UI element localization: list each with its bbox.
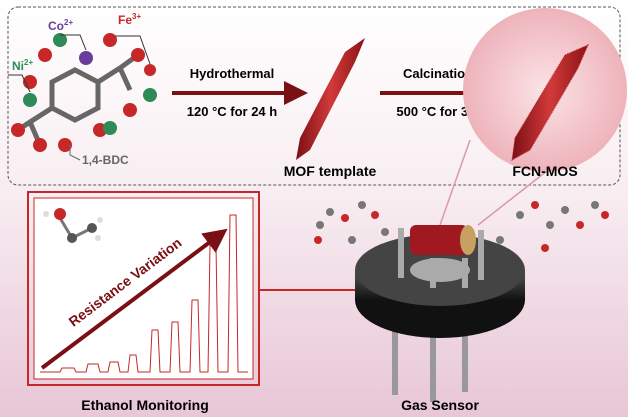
gas-sensor (355, 225, 525, 402)
molecule-part-part (38, 48, 52, 62)
gas-sensor-part (462, 320, 468, 392)
gas-sensor-part (460, 225, 476, 255)
gas-molecules-part (496, 236, 504, 244)
molecule-part (60, 34, 87, 51)
molecule-part-part (123, 103, 137, 117)
molecule-part (23, 33, 157, 135)
molecule-part-part (23, 93, 37, 107)
molecule-part-part (28, 105, 54, 125)
linker-label: 1,4-BDC (82, 153, 129, 167)
gas-molecules (314, 201, 609, 252)
ion-charge: 2+ (24, 58, 33, 67)
ion-charge: 3+ (132, 12, 141, 21)
gas-molecules-part (601, 211, 609, 219)
step-name: Calcination (403, 66, 473, 81)
molecule-part-part (33, 138, 47, 152)
gas-sensor-part (410, 258, 470, 282)
gas-sensor-part (410, 225, 468, 255)
product-label: MOF template (284, 163, 377, 179)
gas-sensor-part (430, 330, 436, 402)
gas-molecules-part (371, 211, 379, 219)
monitoring-panel-part (87, 223, 97, 233)
step-condition: 120 °C for 24 h (187, 104, 278, 119)
molecule-part (79, 51, 93, 65)
molecule-part-part (144, 64, 156, 76)
molecule-part-part (143, 88, 157, 102)
gas-sensor-part (392, 320, 398, 395)
gas-sensor-part (462, 258, 468, 288)
step-condition: 500 °C for 3 h (396, 104, 479, 119)
gas-molecules-part (541, 244, 549, 252)
ion-symbol: Co (48, 19, 64, 33)
gas-molecules-part (326, 208, 334, 216)
gas-molecules-part (516, 211, 524, 219)
molecule-part-part (11, 123, 25, 137)
molecule-part-part (131, 48, 145, 62)
mof-crystal (296, 38, 365, 160)
gas-molecules-part (561, 206, 569, 214)
gas-molecules-part (314, 236, 322, 244)
ion-charge: 2+ (64, 18, 73, 27)
gas-sensor-part (398, 228, 404, 278)
gas-sensor-part (478, 230, 484, 280)
molecule-part (69, 145, 81, 161)
caption: Ethanol Monitoring (81, 397, 209, 413)
gas-molecules-part (591, 201, 599, 209)
molecule-part-part (96, 65, 122, 85)
gas-molecules-part (531, 201, 539, 209)
monitoring-panel-part (97, 217, 103, 223)
molecule-part-part (58, 138, 72, 152)
gas-molecules-part (348, 236, 356, 244)
monitoring-panel-part (95, 235, 101, 241)
monitoring-panel-part (67, 233, 77, 243)
gas-molecules-part (576, 221, 584, 229)
molecule-part-part (53, 33, 67, 47)
molecule-part (11, 33, 156, 152)
ion-label: Fe3+ (118, 12, 141, 27)
ion-symbol: Ni (12, 59, 24, 73)
monitoring-panel-part (43, 211, 49, 217)
monitoring-panel-part (40, 228, 228, 370)
ion-label: Co2+ (48, 18, 73, 33)
molecule-part (8, 74, 31, 93)
molecule-part (115, 35, 151, 65)
molecule-part-part (117, 66, 133, 92)
monitoring-panel-part (27, 191, 260, 386)
molecule (8, 33, 157, 161)
gas-molecules-part (546, 221, 554, 229)
gas-molecules-part (381, 228, 389, 236)
monitoring-panel (27, 191, 365, 386)
fcn-crystal (511, 44, 589, 161)
caption: Gas Sensor (401, 397, 479, 413)
ion-label: Ni2+ (12, 58, 33, 73)
monitoring-panel-part (54, 208, 66, 220)
product-label: FCN-MOS (512, 163, 577, 179)
ion-symbol: Fe (118, 13, 132, 27)
molecule-part-part (103, 33, 117, 47)
gas-molecules-part (358, 201, 366, 209)
gas-molecules-part (341, 214, 349, 222)
molecule-part-part (103, 121, 117, 135)
gas-sensor-part (430, 258, 436, 288)
step-name: Hydrothermal (190, 66, 275, 81)
gas-molecules-part (316, 221, 324, 229)
